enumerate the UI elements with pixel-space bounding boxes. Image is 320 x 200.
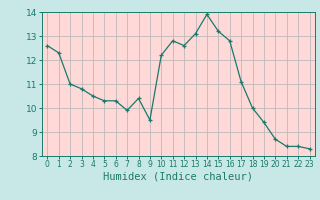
X-axis label: Humidex (Indice chaleur): Humidex (Indice chaleur) <box>103 172 253 182</box>
